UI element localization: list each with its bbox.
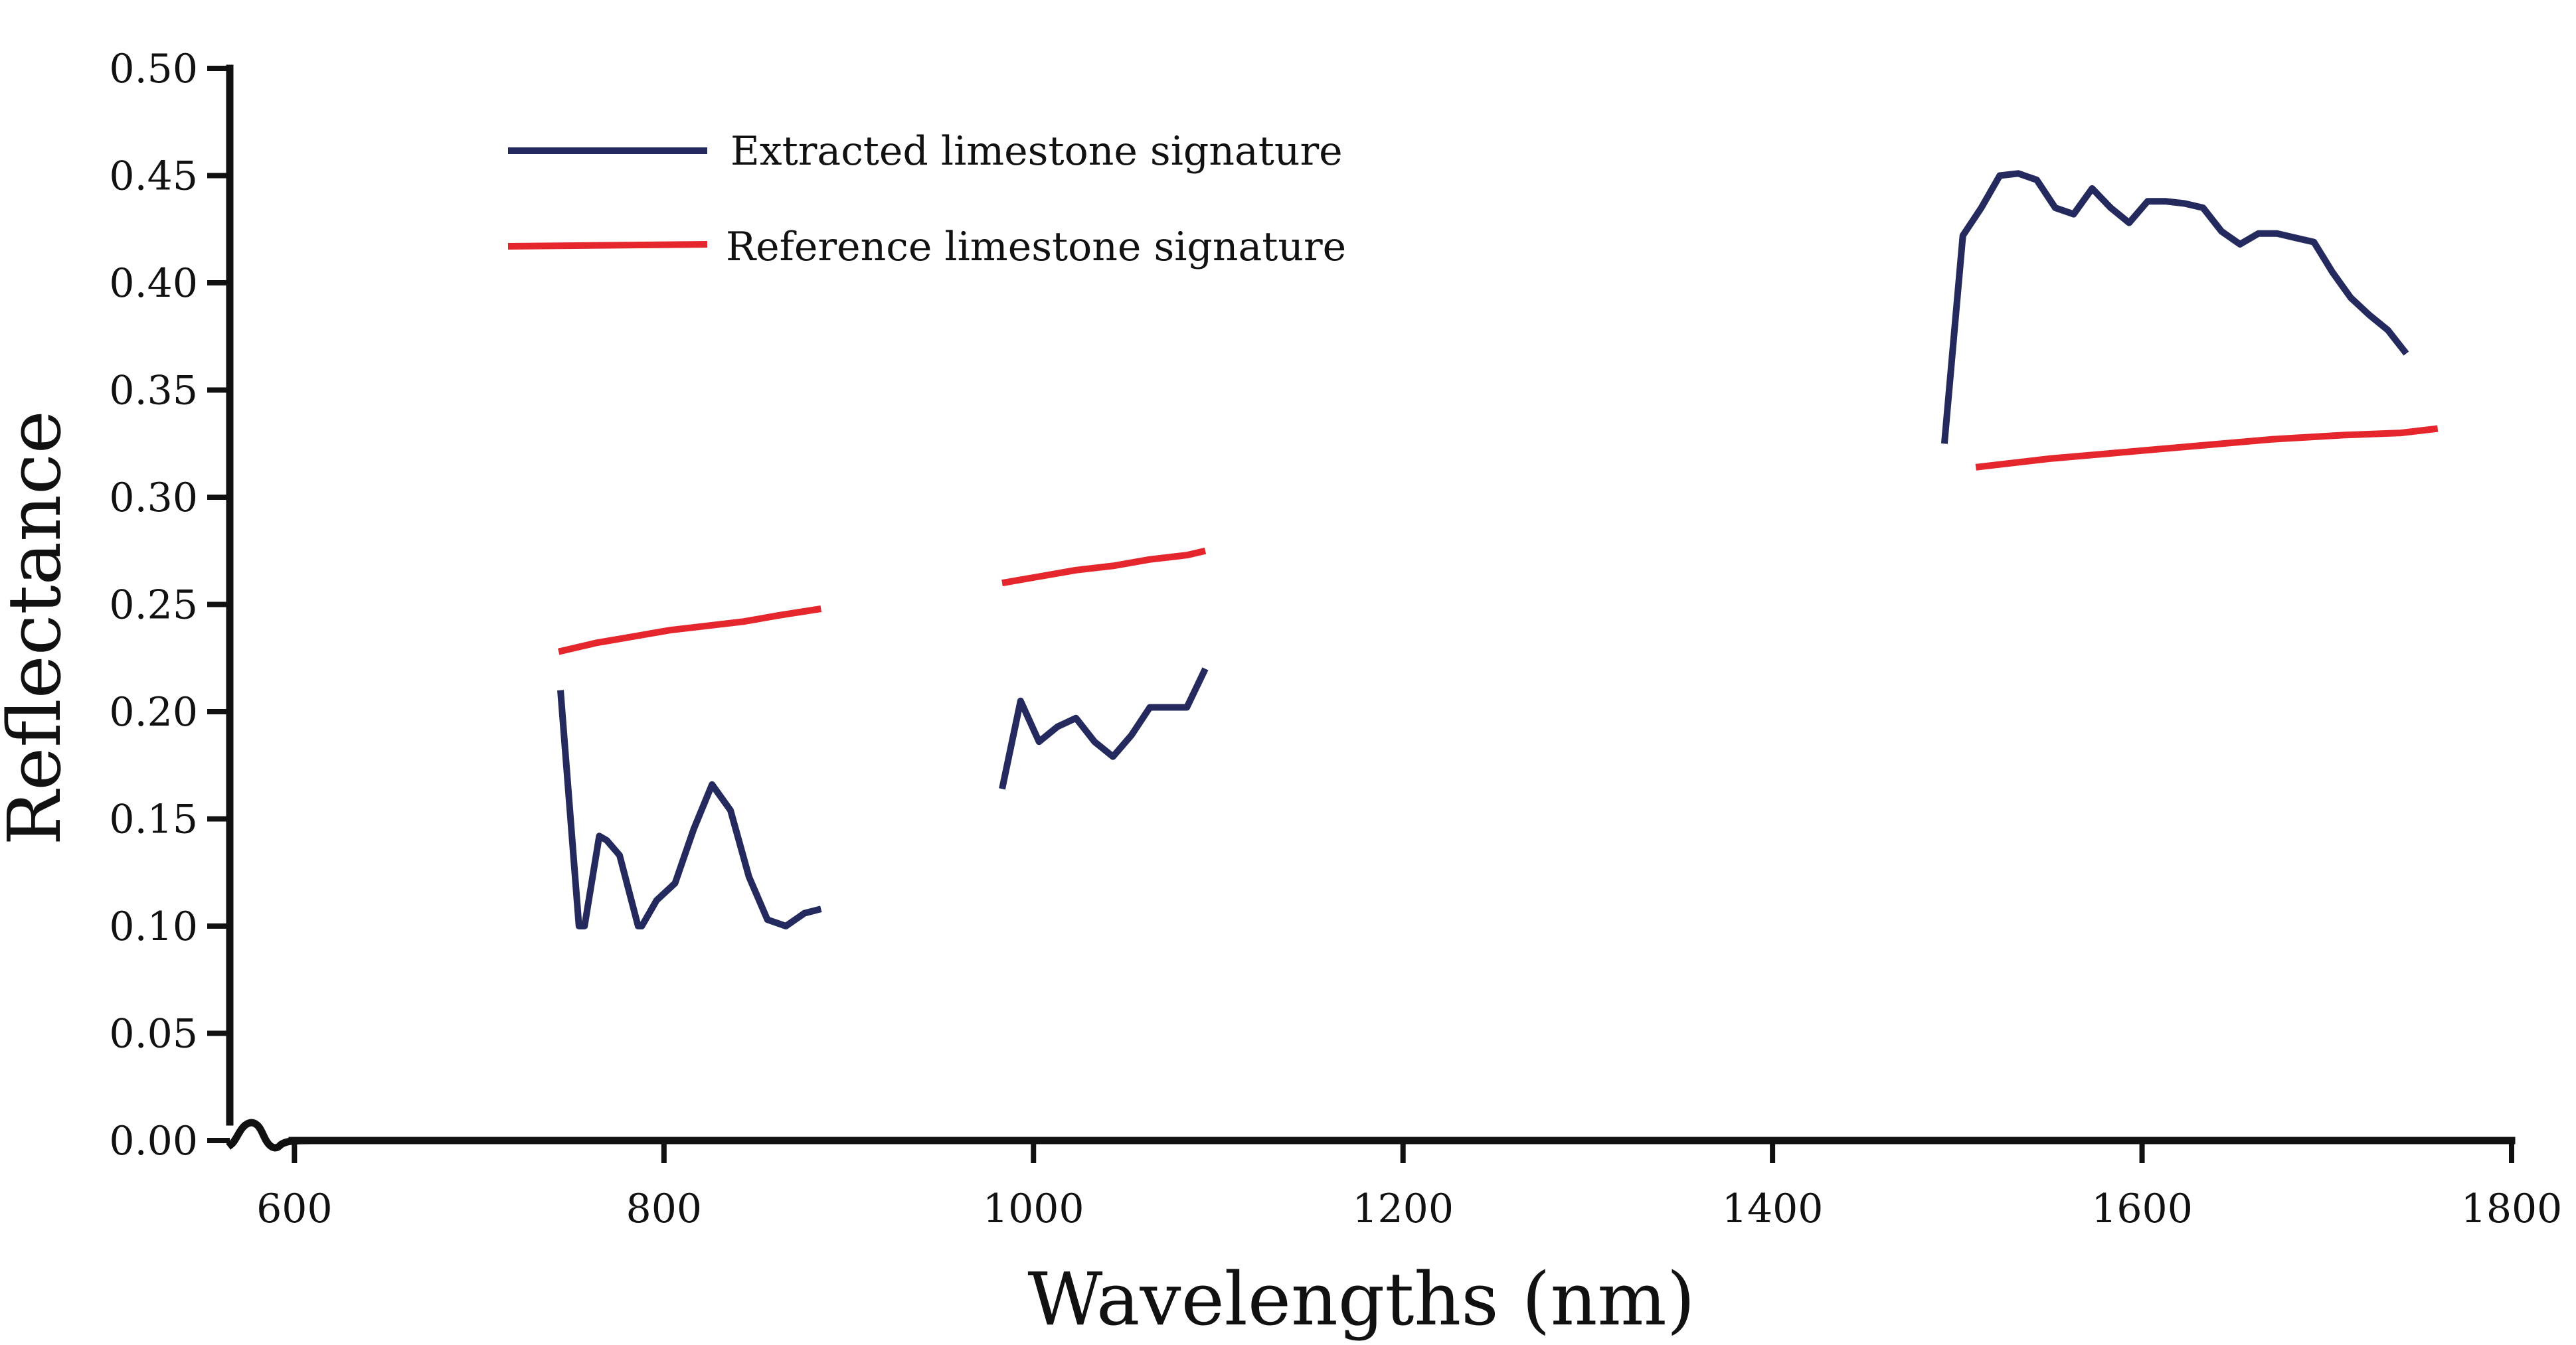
series-layer	[557, 170, 2439, 929]
legend-label-reference: Reference limestone signature	[726, 224, 1346, 270]
axis-break-squiggle	[226, 1119, 316, 1152]
x-tick-label: 1800	[2461, 1186, 2563, 1232]
y-tick-label: 0.10	[109, 904, 198, 950]
x-tick-label: 1000	[983, 1186, 1084, 1232]
series-line-reference	[1975, 425, 2439, 471]
y-tick-label: 0.50	[109, 46, 198, 92]
y-tick-label: 0.00	[109, 1118, 198, 1164]
series-line-extracted	[1940, 170, 2409, 444]
legend-label-extracted: Extracted limestone signature	[730, 128, 1343, 175]
y-tick-label: 0.15	[109, 797, 198, 843]
y-tick-label: 0.40	[109, 260, 198, 307]
legend-swatch-reference	[507, 241, 708, 250]
y-tick-label: 0.30	[109, 475, 198, 521]
y-tick-label: 0.35	[109, 368, 198, 414]
y-tick-label: 0.20	[109, 689, 198, 736]
series-line-extracted	[557, 690, 822, 929]
y-axis-ticks: 0.00 0.05 0.10 0.15 0.20 0.25 0.30 0.35 0.40 0.45…	[109, 46, 230, 1164]
y-tick-label: 0.25	[109, 582, 198, 629]
series-line-reference	[1001, 547, 1207, 587]
series-line-reference	[558, 605, 822, 655]
x-tick-label: 1600	[2091, 1186, 2193, 1232]
x-axis-title: Wavelengths (nm)	[1027, 1257, 1695, 1342]
x-axis-ticks: 600 800 1000 1200 1400 1600 1800	[256, 1141, 2562, 1232]
legend: Extracted limestone signature Reference …	[507, 128, 1346, 270]
y-tick-label: 0.05	[109, 1011, 198, 1058]
series-line-extracted	[999, 667, 1209, 790]
x-tick-label: 800	[626, 1186, 703, 1232]
y-tick-label: 0.45	[109, 153, 198, 200]
x-tick-label: 1400	[1722, 1186, 1824, 1232]
y-axis-title: Reflectance	[0, 410, 77, 845]
x-tick-label: 1200	[1352, 1186, 1454, 1232]
x-tick-label: 600	[256, 1186, 333, 1232]
